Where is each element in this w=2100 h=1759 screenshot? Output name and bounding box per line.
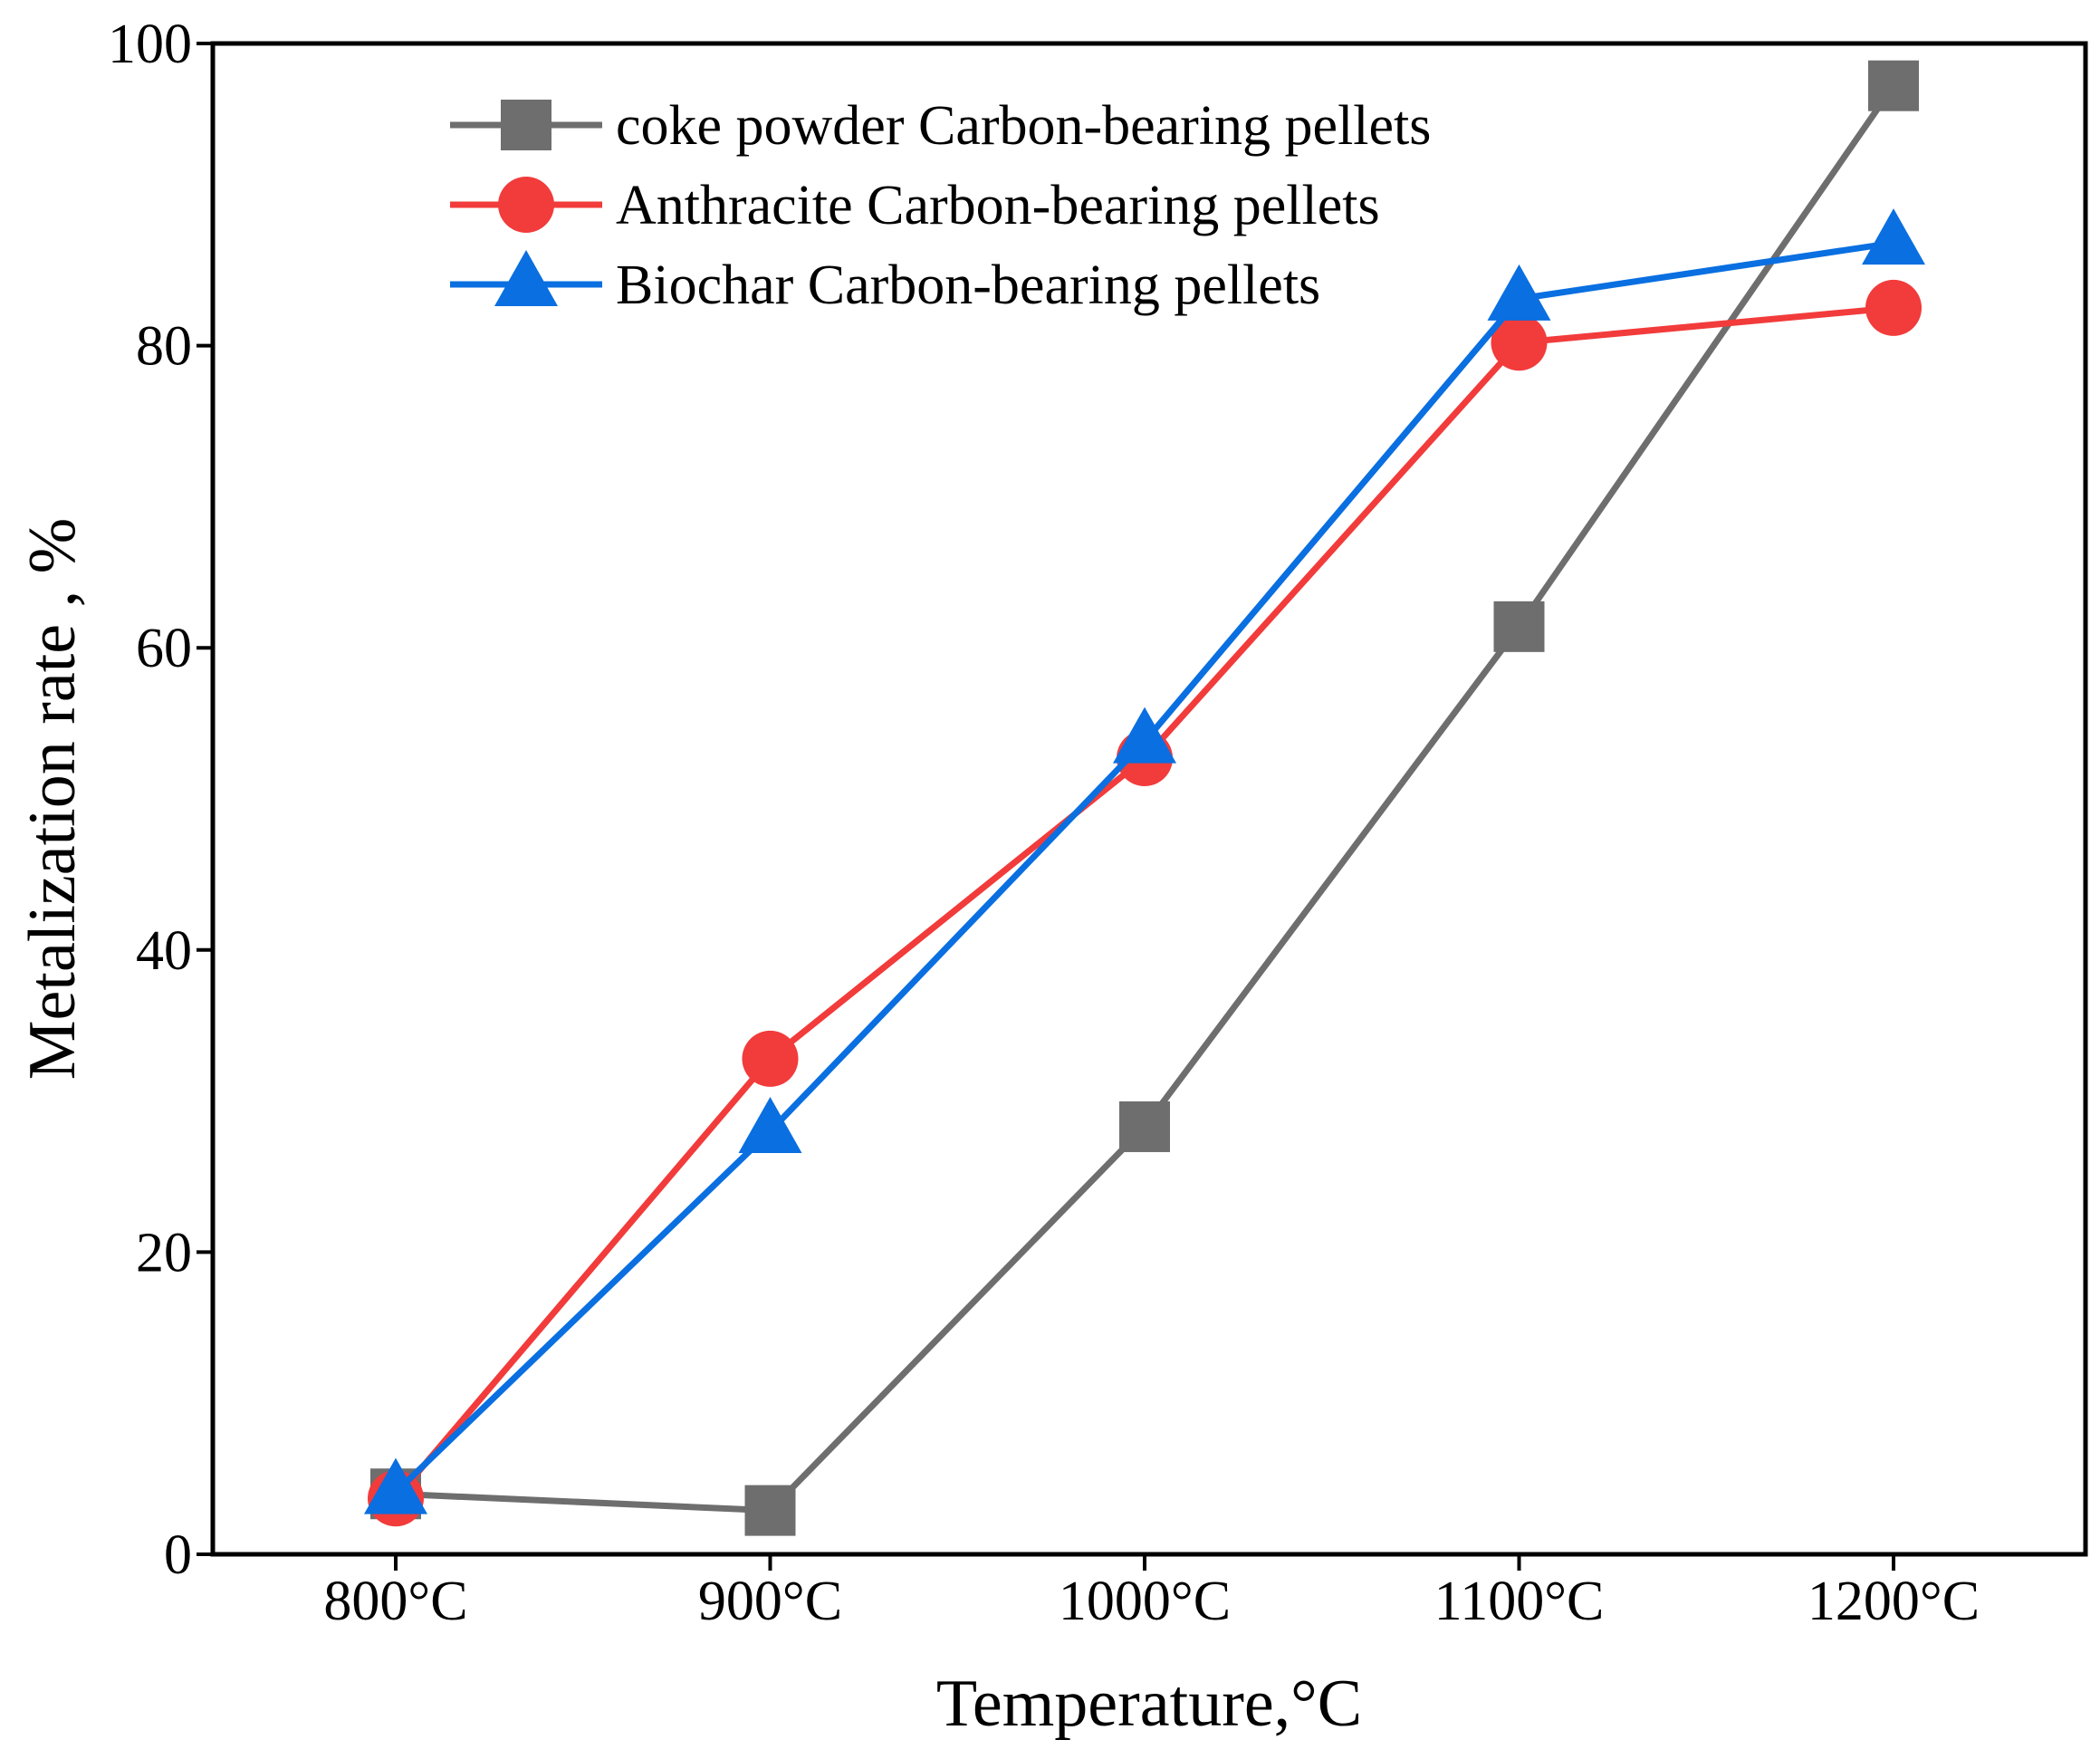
x-tick-label: 900°C — [698, 1571, 842, 1632]
series-line — [393, 304, 1894, 1501]
y-tick-label: 20 — [136, 1222, 192, 1283]
y-axis-title: Metalization rate , % — [15, 518, 90, 1081]
data-point-square — [1119, 1101, 1170, 1152]
legend-label: coke powder Carbon-bearing pellets — [616, 95, 1431, 157]
data-point-square — [744, 1485, 796, 1536]
series-line — [393, 239, 1894, 1495]
series-3 — [364, 208, 1925, 1514]
x-tick-label: 1000°C — [1059, 1571, 1231, 1632]
legend-label: Biochar Carbon-bearing pellets — [616, 255, 1320, 316]
legend-label: Anthracite Carbon-bearing pellets — [616, 175, 1380, 236]
data-point-circle — [742, 1030, 799, 1087]
data-point-triangle — [738, 1096, 802, 1153]
legend-marker-square — [501, 100, 551, 150]
y-tick-label: 100 — [108, 14, 192, 75]
x-tick-label: 800°C — [323, 1571, 467, 1632]
x-axis-title: Temperature,°C — [936, 1667, 1362, 1741]
legend-marker-circle — [498, 177, 554, 233]
legend: coke powder Carbon-bearing pellets Anthra… — [450, 95, 1431, 316]
x-tick-label: 1100°C — [1434, 1571, 1605, 1632]
legend-item: Biochar Carbon-bearing pellets — [450, 250, 1320, 316]
data-point-triangle — [1487, 264, 1551, 321]
y-axis-ticks: 0 20 40 60 80 100 — [108, 14, 213, 1586]
plot-frame — [210, 41, 2088, 1557]
y-tick-label: 80 — [136, 316, 192, 378]
y-tick-label: 0 — [164, 1524, 192, 1586]
legend-marker-triangle — [494, 250, 558, 306]
x-axis-ticks: 800°C 900°C 1000°C 1100°C 1200°C — [323, 1554, 1980, 1632]
data-point-circle — [1491, 314, 1548, 371]
legend-item: Anthracite Carbon-bearing pellets — [450, 175, 1380, 236]
data-point-triangle — [1113, 706, 1176, 764]
data-point-circle — [1865, 279, 1922, 336]
x-tick-label: 1200°C — [1808, 1571, 1980, 1632]
series-layer — [364, 60, 1925, 1536]
data-point-square — [1868, 60, 1919, 111]
data-point-triangle — [1862, 208, 1925, 265]
y-tick-label: 60 — [136, 618, 192, 679]
data-point-square — [1493, 601, 1545, 652]
series-2 — [368, 279, 1922, 1527]
data-point-triangle — [364, 1457, 427, 1514]
legend-item: coke powder Carbon-bearing pellets — [450, 95, 1431, 157]
y-tick-label: 40 — [136, 920, 192, 982]
